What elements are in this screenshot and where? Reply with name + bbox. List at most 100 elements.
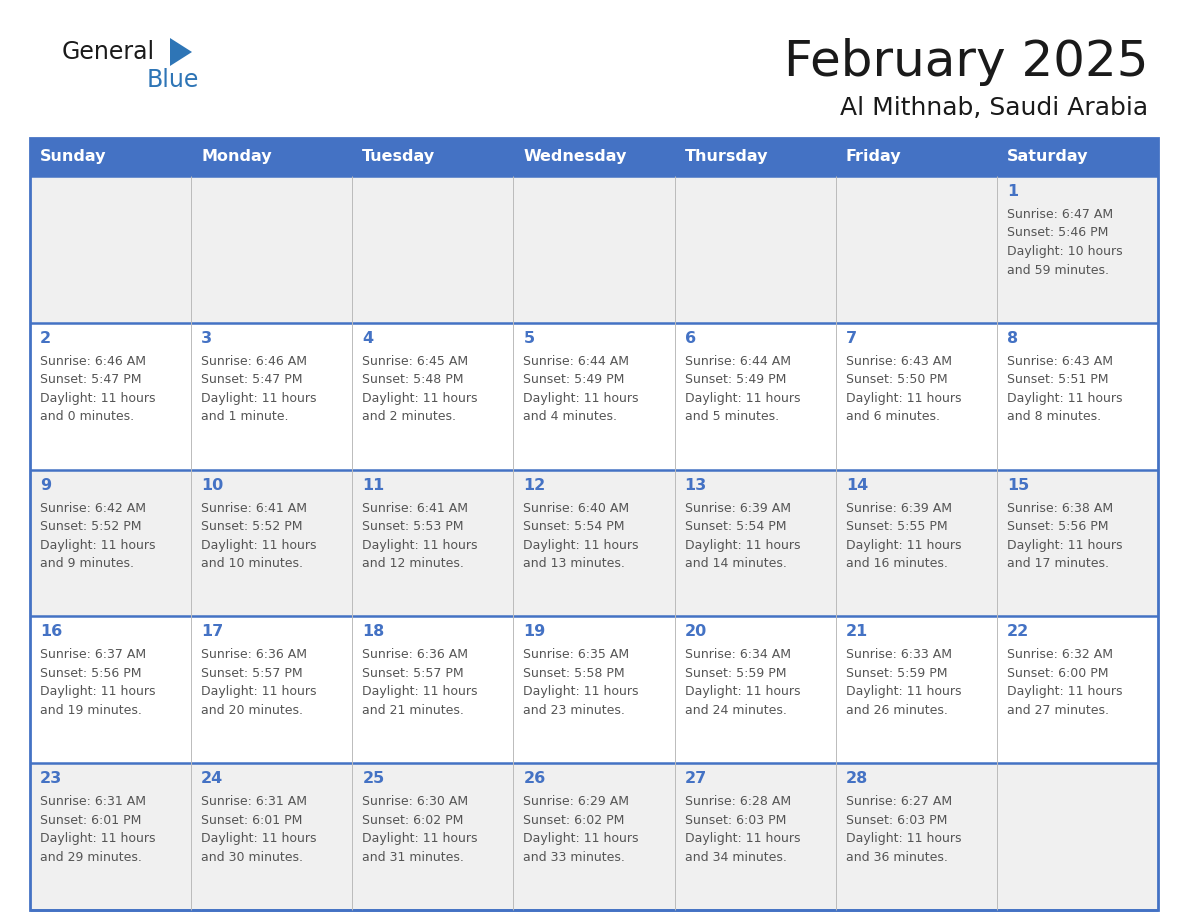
Text: Sunday: Sunday (40, 150, 107, 164)
Text: Sunset: 6:02 PM: Sunset: 6:02 PM (524, 813, 625, 827)
Text: Sunrise: 6:30 AM: Sunrise: 6:30 AM (362, 795, 468, 808)
Text: Daylight: 11 hours: Daylight: 11 hours (1007, 686, 1123, 699)
Text: and 2 minutes.: and 2 minutes. (362, 410, 456, 423)
Bar (30, 763, 1158, 910)
Text: Sunset: 5:54 PM: Sunset: 5:54 PM (684, 521, 786, 533)
Text: Sunset: 5:59 PM: Sunset: 5:59 PM (846, 666, 947, 680)
Text: 18: 18 (362, 624, 385, 640)
Text: 17: 17 (201, 624, 223, 640)
Text: 26: 26 (524, 771, 545, 786)
Text: and 5 minutes.: and 5 minutes. (684, 410, 778, 423)
Text: 15: 15 (1007, 477, 1029, 493)
Text: Sunset: 5:59 PM: Sunset: 5:59 PM (684, 666, 786, 680)
Text: Sunrise: 6:41 AM: Sunrise: 6:41 AM (362, 501, 468, 515)
Text: and 31 minutes.: and 31 minutes. (362, 851, 465, 864)
Bar (30, 176, 1158, 323)
Text: 21: 21 (846, 624, 868, 640)
Text: Daylight: 11 hours: Daylight: 11 hours (201, 686, 317, 699)
Text: Sunset: 6:01 PM: Sunset: 6:01 PM (201, 813, 303, 827)
Text: Sunrise: 6:36 AM: Sunrise: 6:36 AM (201, 648, 308, 661)
Text: Sunset: 5:57 PM: Sunset: 5:57 PM (362, 666, 463, 680)
Text: 4: 4 (362, 330, 373, 346)
Text: Sunrise: 6:33 AM: Sunrise: 6:33 AM (846, 648, 952, 661)
Text: Daylight: 11 hours: Daylight: 11 hours (846, 539, 961, 552)
Text: and 30 minutes.: and 30 minutes. (201, 851, 303, 864)
Text: 14: 14 (846, 477, 868, 493)
Text: and 24 minutes.: and 24 minutes. (684, 704, 786, 717)
Text: Sunrise: 6:39 AM: Sunrise: 6:39 AM (684, 501, 790, 515)
Text: and 26 minutes.: and 26 minutes. (846, 704, 948, 717)
Text: Daylight: 11 hours: Daylight: 11 hours (846, 833, 961, 845)
Text: Daylight: 11 hours: Daylight: 11 hours (40, 833, 156, 845)
Text: Sunset: 5:56 PM: Sunset: 5:56 PM (40, 666, 141, 680)
Text: and 14 minutes.: and 14 minutes. (684, 557, 786, 570)
Text: 11: 11 (362, 477, 385, 493)
Text: Sunrise: 6:27 AM: Sunrise: 6:27 AM (846, 795, 952, 808)
Text: and 0 minutes.: and 0 minutes. (40, 410, 134, 423)
Text: Sunrise: 6:35 AM: Sunrise: 6:35 AM (524, 648, 630, 661)
Text: Sunrise: 6:41 AM: Sunrise: 6:41 AM (201, 501, 308, 515)
Text: Daylight: 11 hours: Daylight: 11 hours (362, 539, 478, 552)
Text: Daylight: 11 hours: Daylight: 11 hours (524, 833, 639, 845)
Text: 22: 22 (1007, 624, 1029, 640)
Text: 19: 19 (524, 624, 545, 640)
Text: Sunrise: 6:44 AM: Sunrise: 6:44 AM (684, 354, 790, 368)
Text: Daylight: 11 hours: Daylight: 11 hours (362, 686, 478, 699)
Text: Sunrise: 6:42 AM: Sunrise: 6:42 AM (40, 501, 146, 515)
Text: Sunset: 5:48 PM: Sunset: 5:48 PM (362, 374, 463, 386)
Text: Sunrise: 6:29 AM: Sunrise: 6:29 AM (524, 795, 630, 808)
Text: Sunset: 6:02 PM: Sunset: 6:02 PM (362, 813, 463, 827)
Bar (30, 616, 1158, 763)
Text: 3: 3 (201, 330, 213, 346)
Text: Sunrise: 6:46 AM: Sunrise: 6:46 AM (40, 354, 146, 368)
Text: and 1 minute.: and 1 minute. (201, 410, 289, 423)
Text: Daylight: 11 hours: Daylight: 11 hours (40, 392, 156, 405)
Bar (30, 470, 1158, 616)
Text: Sunrise: 6:45 AM: Sunrise: 6:45 AM (362, 354, 468, 368)
Text: and 17 minutes.: and 17 minutes. (1007, 557, 1108, 570)
Text: Sunset: 5:58 PM: Sunset: 5:58 PM (524, 666, 625, 680)
Text: Sunset: 5:54 PM: Sunset: 5:54 PM (524, 521, 625, 533)
Text: Daylight: 11 hours: Daylight: 11 hours (846, 392, 961, 405)
Text: Daylight: 11 hours: Daylight: 11 hours (684, 686, 800, 699)
Text: and 34 minutes.: and 34 minutes. (684, 851, 786, 864)
Text: Sunset: 5:50 PM: Sunset: 5:50 PM (846, 374, 947, 386)
Text: Sunrise: 6:31 AM: Sunrise: 6:31 AM (201, 795, 308, 808)
Text: Sunset: 5:46 PM: Sunset: 5:46 PM (1007, 227, 1108, 240)
Text: 28: 28 (846, 771, 868, 786)
Text: 1: 1 (1007, 184, 1018, 199)
Text: Sunrise: 6:47 AM: Sunrise: 6:47 AM (1007, 208, 1113, 221)
Text: Al Mithnab, Saudi Arabia: Al Mithnab, Saudi Arabia (840, 96, 1148, 120)
Text: Daylight: 11 hours: Daylight: 11 hours (524, 539, 639, 552)
Text: and 27 minutes.: and 27 minutes. (1007, 704, 1108, 717)
Text: Sunset: 5:49 PM: Sunset: 5:49 PM (684, 374, 786, 386)
Text: Sunset: 6:03 PM: Sunset: 6:03 PM (684, 813, 786, 827)
Text: and 21 minutes.: and 21 minutes. (362, 704, 465, 717)
Text: 16: 16 (40, 624, 62, 640)
Text: and 16 minutes.: and 16 minutes. (846, 557, 948, 570)
Text: Sunset: 5:51 PM: Sunset: 5:51 PM (1007, 374, 1108, 386)
Bar (997, 138, 1158, 176)
Text: and 12 minutes.: and 12 minutes. (362, 557, 465, 570)
Text: Daylight: 11 hours: Daylight: 11 hours (362, 833, 478, 845)
Text: Sunset: 5:56 PM: Sunset: 5:56 PM (1007, 521, 1108, 533)
Text: 12: 12 (524, 477, 545, 493)
Text: Daylight: 11 hours: Daylight: 11 hours (684, 833, 800, 845)
Text: and 8 minutes.: and 8 minutes. (1007, 410, 1101, 423)
Text: and 9 minutes.: and 9 minutes. (40, 557, 134, 570)
Polygon shape (170, 38, 192, 66)
Text: Daylight: 11 hours: Daylight: 11 hours (684, 539, 800, 552)
Text: General: General (62, 40, 156, 64)
Text: Sunset: 6:00 PM: Sunset: 6:00 PM (1007, 666, 1108, 680)
Bar (30, 138, 191, 176)
Text: and 19 minutes.: and 19 minutes. (40, 704, 141, 717)
Text: and 23 minutes.: and 23 minutes. (524, 704, 625, 717)
Text: Daylight: 11 hours: Daylight: 11 hours (524, 392, 639, 405)
Text: Daylight: 11 hours: Daylight: 11 hours (40, 539, 156, 552)
Text: 23: 23 (40, 771, 62, 786)
Text: Blue: Blue (147, 68, 200, 92)
Bar (191, 138, 353, 176)
Text: Wednesday: Wednesday (524, 150, 627, 164)
Text: and 10 minutes.: and 10 minutes. (201, 557, 303, 570)
Text: 6: 6 (684, 330, 696, 346)
